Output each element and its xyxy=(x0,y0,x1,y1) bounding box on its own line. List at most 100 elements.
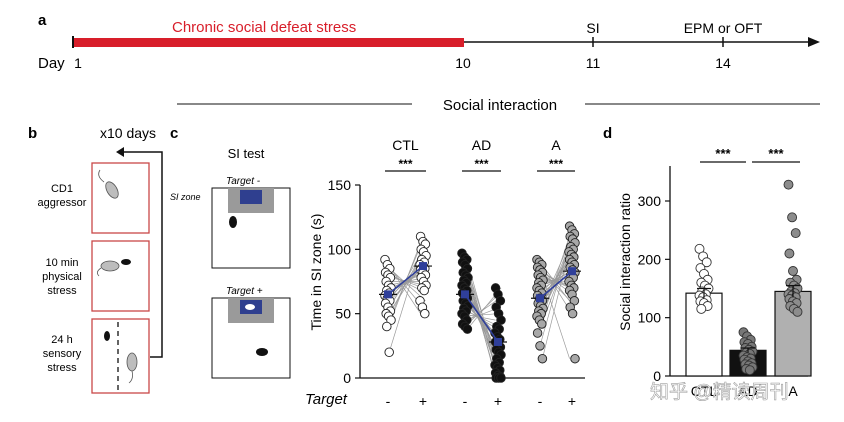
box3-line3: stress xyxy=(47,362,77,374)
si-point xyxy=(419,285,429,296)
si-y-tick-label: 100 xyxy=(328,241,352,257)
box3-line1: 24 h xyxy=(51,334,72,346)
box-aggressor xyxy=(91,162,150,234)
si-group-ad: AD *** - + xyxy=(456,137,507,409)
si-y-tick-label: 50 xyxy=(335,306,351,322)
arena-target-plus xyxy=(211,297,291,379)
ratio-point xyxy=(696,303,707,314)
ratio-y-tick-label: 100 xyxy=(638,310,662,326)
si-sig-stars: *** xyxy=(549,157,563,171)
ratio-ylabel: Social interaction ratio xyxy=(617,193,633,331)
ratio-category-label: CTL xyxy=(691,383,718,399)
si-point xyxy=(537,353,548,364)
si-group-label: CTL xyxy=(392,137,419,153)
si-group-a: A *** - + xyxy=(531,137,581,409)
target-minus-label: Target - xyxy=(226,176,261,187)
ratio-y-tick-label: 300 xyxy=(638,193,662,209)
si-point xyxy=(384,347,394,358)
ratio-point xyxy=(744,365,755,376)
target-plus-label: Target + xyxy=(226,286,263,297)
ratio-y-tick-label: 200 xyxy=(638,251,662,267)
panel-b-label: b xyxy=(28,125,37,142)
si-y-tick-label: 150 xyxy=(328,177,352,193)
mouse-icon xyxy=(98,169,119,199)
box1-line1: CD1 xyxy=(51,183,73,195)
ratio-category-label: A xyxy=(788,383,798,399)
box2-line3: stress xyxy=(47,285,77,297)
si-zone-label: SI zone xyxy=(170,192,201,202)
si-group-ctl: CTL *** - + xyxy=(379,137,432,409)
ratio-category-label: AD xyxy=(738,383,757,399)
si-mean-marker xyxy=(494,337,502,346)
ratio-y-tick-label: 0 xyxy=(653,368,661,384)
ratio-group-ctl: CTL xyxy=(685,243,723,399)
day-10: 10 xyxy=(455,55,471,71)
day-1: 1 xyxy=(74,55,82,71)
si-mean-marker xyxy=(536,294,544,303)
ratio-point xyxy=(701,257,712,268)
si-xlabel: Target xyxy=(305,391,348,408)
epm-label: EPM or OFT xyxy=(684,20,763,36)
si-mean-line xyxy=(539,270,573,299)
ratio-point xyxy=(788,266,798,276)
si-point xyxy=(462,324,473,334)
box2-line1: 10 min xyxy=(45,257,78,269)
day-14: 14 xyxy=(715,55,731,71)
arena-target-minus xyxy=(211,187,291,269)
si-sig-stars: *** xyxy=(474,157,488,171)
day-label: Day xyxy=(38,55,65,72)
day-11: 11 xyxy=(586,55,601,71)
si-point xyxy=(496,373,506,383)
si-test-label: SI test xyxy=(228,146,265,161)
timeline-arrowhead xyxy=(808,37,820,47)
si-paired-line xyxy=(541,264,575,308)
mouse-icon xyxy=(104,331,138,384)
si-group-label: AD xyxy=(472,137,491,153)
ratio-point xyxy=(784,248,795,259)
repeat-arrowhead xyxy=(116,147,124,157)
si-point xyxy=(535,341,545,351)
si-point xyxy=(382,321,392,332)
ratio-group-ad: AD xyxy=(729,327,767,399)
si-group-label: A xyxy=(551,137,561,153)
box2-line2: physical xyxy=(42,271,82,283)
si-mean-marker xyxy=(384,290,392,299)
si-mean-line xyxy=(387,265,424,295)
ratio-stars-2: *** xyxy=(768,146,784,161)
ratio-point xyxy=(790,228,801,239)
box-sensory xyxy=(91,318,150,394)
stress-label: Chronic social defeat stress xyxy=(172,19,356,36)
ratio-stars-1: *** xyxy=(715,146,731,161)
si-condition-label: + xyxy=(494,393,502,409)
stress-bar xyxy=(74,38,464,47)
si-point xyxy=(420,308,430,319)
si-condition-label: + xyxy=(419,393,427,409)
section-header: Social interaction xyxy=(443,97,557,114)
si-mean-marker xyxy=(461,290,469,299)
ratio-point xyxy=(787,212,798,223)
ratio-point xyxy=(783,179,794,190)
si-point xyxy=(537,319,547,329)
repeat-loop xyxy=(120,151,163,358)
mouse-icon xyxy=(97,259,131,277)
si-paired-line xyxy=(388,236,426,353)
si-sig-stars: *** xyxy=(398,157,412,171)
box3-line2: sensory xyxy=(43,348,82,360)
si-condition-label: - xyxy=(463,393,468,409)
si-condition-label: - xyxy=(538,393,543,409)
si-mean-marker xyxy=(568,267,576,276)
si-plot-axes: 0 50 100 150 xyxy=(328,177,585,386)
si-label: SI xyxy=(586,20,599,36)
watermark: 知乎 @精读周刊 xyxy=(650,381,789,403)
repeat-label: x10 days xyxy=(100,125,156,141)
ratio-plot-marks: CTL AD A xyxy=(685,179,812,399)
box1-line2: aggressor xyxy=(38,197,87,209)
si-point xyxy=(567,308,578,319)
si-plot-marks: CTL *** - + AD *** - + A *** - + xyxy=(379,137,581,409)
panel-a-label: a xyxy=(38,12,47,29)
ratio-point xyxy=(792,306,803,317)
si-mean-marker xyxy=(419,262,427,271)
panel-c-label: c xyxy=(170,125,178,142)
si-condition-label: - xyxy=(386,393,391,409)
